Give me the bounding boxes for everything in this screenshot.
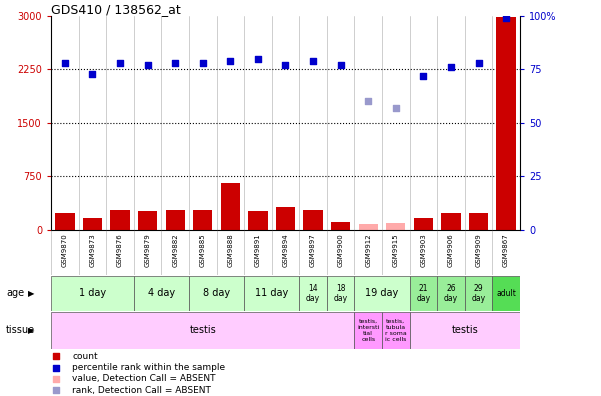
- Bar: [492, 276, 520, 311]
- Text: GSM9906: GSM9906: [448, 233, 454, 267]
- Bar: [437, 276, 465, 311]
- Point: [501, 15, 511, 21]
- Text: testis,
tubula
r soma
ic cells: testis, tubula r soma ic cells: [385, 319, 407, 342]
- Bar: [413, 218, 433, 230]
- Text: percentile rank within the sample: percentile rank within the sample: [72, 363, 225, 372]
- Point: [60, 60, 70, 66]
- Text: 11 day: 11 day: [255, 288, 288, 299]
- Point: [281, 62, 290, 68]
- Bar: [248, 211, 267, 230]
- Point: [253, 55, 263, 62]
- Text: GDS410 / 138562_at: GDS410 / 138562_at: [51, 3, 181, 16]
- Point: [308, 57, 318, 64]
- Bar: [51, 276, 134, 311]
- Bar: [469, 213, 488, 230]
- Text: GSM9867: GSM9867: [503, 233, 509, 267]
- Text: GSM9912: GSM9912: [365, 233, 371, 267]
- Point: [323, 318, 333, 325]
- Bar: [441, 213, 460, 230]
- Point: [446, 64, 456, 70]
- Text: GSM9876: GSM9876: [117, 233, 123, 267]
- Point: [418, 72, 428, 79]
- Point: [225, 57, 235, 64]
- Bar: [165, 210, 185, 230]
- Text: GSM9873: GSM9873: [90, 233, 96, 267]
- Text: 14
day: 14 day: [306, 284, 320, 303]
- Bar: [189, 276, 244, 311]
- Point: [198, 60, 207, 66]
- Text: GSM9903: GSM9903: [420, 233, 426, 267]
- Point: [115, 60, 125, 66]
- Bar: [138, 211, 157, 230]
- Bar: [244, 276, 299, 311]
- Point: [88, 70, 97, 77]
- Text: GSM9891: GSM9891: [255, 233, 261, 267]
- Bar: [496, 17, 516, 230]
- Bar: [299, 276, 327, 311]
- Point: [336, 62, 346, 68]
- Text: 21
day: 21 day: [416, 284, 430, 303]
- Point: [323, 215, 333, 221]
- Bar: [193, 210, 212, 230]
- Bar: [465, 276, 492, 311]
- Text: ▶: ▶: [28, 326, 35, 335]
- Bar: [134, 276, 189, 311]
- Point: [143, 62, 153, 68]
- Bar: [382, 312, 409, 349]
- Text: GSM9894: GSM9894: [282, 233, 288, 267]
- Point: [323, 8, 333, 14]
- Text: GSM9885: GSM9885: [200, 233, 206, 267]
- Text: 29
day: 29 day: [471, 284, 486, 303]
- Point: [170, 60, 180, 66]
- Bar: [355, 276, 409, 311]
- Bar: [359, 224, 378, 230]
- Bar: [55, 213, 75, 230]
- Bar: [331, 222, 350, 230]
- Text: 19 day: 19 day: [365, 288, 398, 299]
- Point: [323, 111, 333, 118]
- Text: GSM9879: GSM9879: [145, 233, 151, 267]
- Text: GSM9882: GSM9882: [172, 233, 178, 267]
- Bar: [409, 276, 437, 311]
- Text: 26
day: 26 day: [444, 284, 458, 303]
- Text: ▶: ▶: [28, 289, 35, 298]
- Bar: [327, 276, 355, 311]
- Text: GSM9900: GSM9900: [338, 233, 344, 267]
- Text: tissue: tissue: [6, 326, 35, 335]
- Point: [391, 105, 401, 111]
- Text: 18
day: 18 day: [334, 284, 348, 303]
- Text: rank, Detection Call = ABSENT: rank, Detection Call = ABSENT: [72, 386, 211, 395]
- Point: [364, 98, 373, 105]
- Bar: [83, 218, 102, 230]
- Bar: [386, 223, 406, 230]
- Bar: [221, 183, 240, 230]
- Bar: [304, 210, 323, 230]
- Text: testis: testis: [189, 326, 216, 335]
- Text: testis,
intersti
tial
cells: testis, intersti tial cells: [357, 319, 379, 342]
- Text: age: age: [6, 288, 24, 299]
- Bar: [276, 207, 295, 230]
- Text: 1 day: 1 day: [79, 288, 106, 299]
- Text: 4 day: 4 day: [148, 288, 175, 299]
- Text: 8 day: 8 day: [203, 288, 230, 299]
- Bar: [355, 312, 382, 349]
- Text: GSM9909: GSM9909: [475, 233, 481, 267]
- Bar: [111, 210, 130, 230]
- Text: GSM9915: GSM9915: [393, 233, 399, 267]
- Bar: [51, 312, 355, 349]
- Bar: [409, 312, 520, 349]
- Text: testis: testis: [451, 326, 478, 335]
- Text: value, Detection Call = ABSENT: value, Detection Call = ABSENT: [72, 375, 216, 383]
- Point: [474, 60, 483, 66]
- Text: count: count: [72, 352, 98, 361]
- Text: GSM9888: GSM9888: [227, 233, 233, 267]
- Text: GSM9897: GSM9897: [310, 233, 316, 267]
- Text: GSM9870: GSM9870: [62, 233, 68, 267]
- Text: adult: adult: [496, 289, 516, 298]
